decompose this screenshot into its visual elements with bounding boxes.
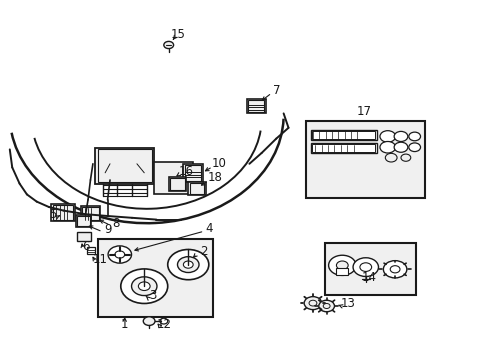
Circle shape <box>143 317 155 325</box>
Circle shape <box>352 258 378 276</box>
Text: 17: 17 <box>356 105 371 118</box>
Bar <box>77 232 91 241</box>
Bar <box>336 268 347 275</box>
Bar <box>310 130 376 140</box>
Text: 8: 8 <box>112 217 120 230</box>
Bar <box>246 99 265 113</box>
Circle shape <box>138 282 150 291</box>
Bar <box>170 178 184 190</box>
Circle shape <box>121 269 167 303</box>
Circle shape <box>167 249 208 280</box>
Circle shape <box>304 297 321 310</box>
Text: 4: 4 <box>205 222 213 235</box>
Circle shape <box>336 261 347 270</box>
Text: 5: 5 <box>49 208 57 221</box>
Bar <box>82 207 99 220</box>
Bar <box>188 182 205 195</box>
Bar <box>81 206 100 221</box>
Text: 12: 12 <box>156 318 171 330</box>
Text: 9: 9 <box>103 223 111 236</box>
Bar <box>77 216 90 226</box>
Text: 3: 3 <box>149 289 157 302</box>
Bar <box>305 121 425 198</box>
Bar <box>168 177 186 191</box>
Text: 1: 1 <box>121 318 128 331</box>
Circle shape <box>393 131 407 141</box>
Text: 13: 13 <box>340 297 355 310</box>
Text: 15: 15 <box>171 28 185 41</box>
Bar <box>154 162 193 194</box>
Circle shape <box>163 41 173 49</box>
Bar <box>183 164 203 182</box>
Text: 18: 18 <box>207 171 222 184</box>
Bar <box>311 131 374 139</box>
Bar <box>310 143 376 153</box>
Circle shape <box>408 132 420 141</box>
Circle shape <box>379 131 395 142</box>
Bar <box>189 183 204 194</box>
Bar <box>51 204 75 221</box>
Bar <box>248 100 264 112</box>
Text: 6: 6 <box>81 240 89 253</box>
Text: 14: 14 <box>361 271 376 284</box>
Circle shape <box>131 277 157 296</box>
Circle shape <box>318 300 334 312</box>
Circle shape <box>177 257 199 273</box>
Circle shape <box>183 261 193 268</box>
Text: 11: 11 <box>93 253 107 266</box>
Circle shape <box>108 246 131 263</box>
Bar <box>98 239 212 317</box>
Text: 2: 2 <box>199 245 207 258</box>
Bar <box>184 165 201 181</box>
Circle shape <box>383 261 406 278</box>
Bar <box>87 247 95 254</box>
Bar <box>76 215 91 227</box>
Bar <box>98 149 151 182</box>
Text: 16: 16 <box>178 165 193 177</box>
Bar <box>325 243 415 295</box>
Text: 10: 10 <box>211 157 226 170</box>
Circle shape <box>328 255 355 275</box>
Circle shape <box>379 141 395 153</box>
Bar <box>53 205 73 220</box>
Circle shape <box>393 142 407 152</box>
Circle shape <box>408 143 420 152</box>
Text: 7: 7 <box>272 84 280 96</box>
Bar <box>95 148 154 184</box>
Bar <box>311 144 374 152</box>
